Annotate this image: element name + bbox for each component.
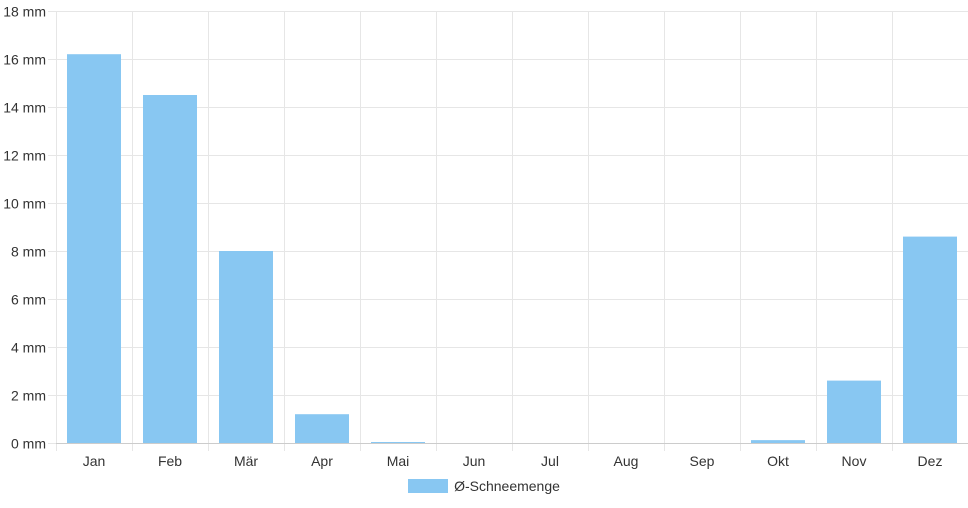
bar-okt [751,440,805,443]
y-tick-label: 18 mm [3,4,46,20]
x-tick-label: Aug [614,453,639,469]
legend-swatch [408,479,449,493]
x-tick-label: Jan [83,453,106,469]
y-tick-label: 16 mm [3,52,46,68]
y-tick-label: 2 mm [11,388,46,404]
bar-feb [143,95,197,443]
x-tick-label: Nov [842,453,867,469]
bar-mai [371,442,425,443]
y-tick-label: 6 mm [11,292,46,308]
bar-jan [67,54,121,443]
y-tick-label: 8 mm [11,244,46,260]
x-tick-label: Mai [387,453,410,469]
legend-label: Ø-Schneemenge [454,478,560,494]
y-tick-label: 10 mm [3,196,46,212]
legend[interactable]: Ø-Schneemenge [0,478,968,494]
bar-dez [903,236,957,443]
x-tick-label: Dez [918,453,943,469]
y-tick-label: 14 mm [3,100,46,116]
bar-mär [219,251,273,443]
bar-apr [295,414,349,443]
y-tick-label: 12 mm [3,148,46,164]
x-tick-label: Mär [234,453,258,469]
snow-bar-chart: 0 mm 2 mm 4 mm 6 mm 8 mm 10 mm 12 mm 14 mm 16 mm… [3,4,968,469]
bar-nov [827,380,881,443]
y-tick-label: 0 mm [11,436,46,452]
x-tick-label: Jul [541,453,559,469]
x-tick-label: Feb [158,453,182,469]
x-tick-label: Sep [690,453,715,469]
x-tick-label: Jun [463,453,486,469]
x-tick-label: Apr [311,453,333,469]
y-tick-label: 4 mm [11,340,46,356]
x-tick-label: Okt [767,453,789,469]
